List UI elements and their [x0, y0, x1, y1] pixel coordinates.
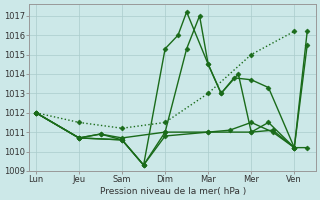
- X-axis label: Pression niveau de la mer( hPa ): Pression niveau de la mer( hPa ): [100, 187, 246, 196]
